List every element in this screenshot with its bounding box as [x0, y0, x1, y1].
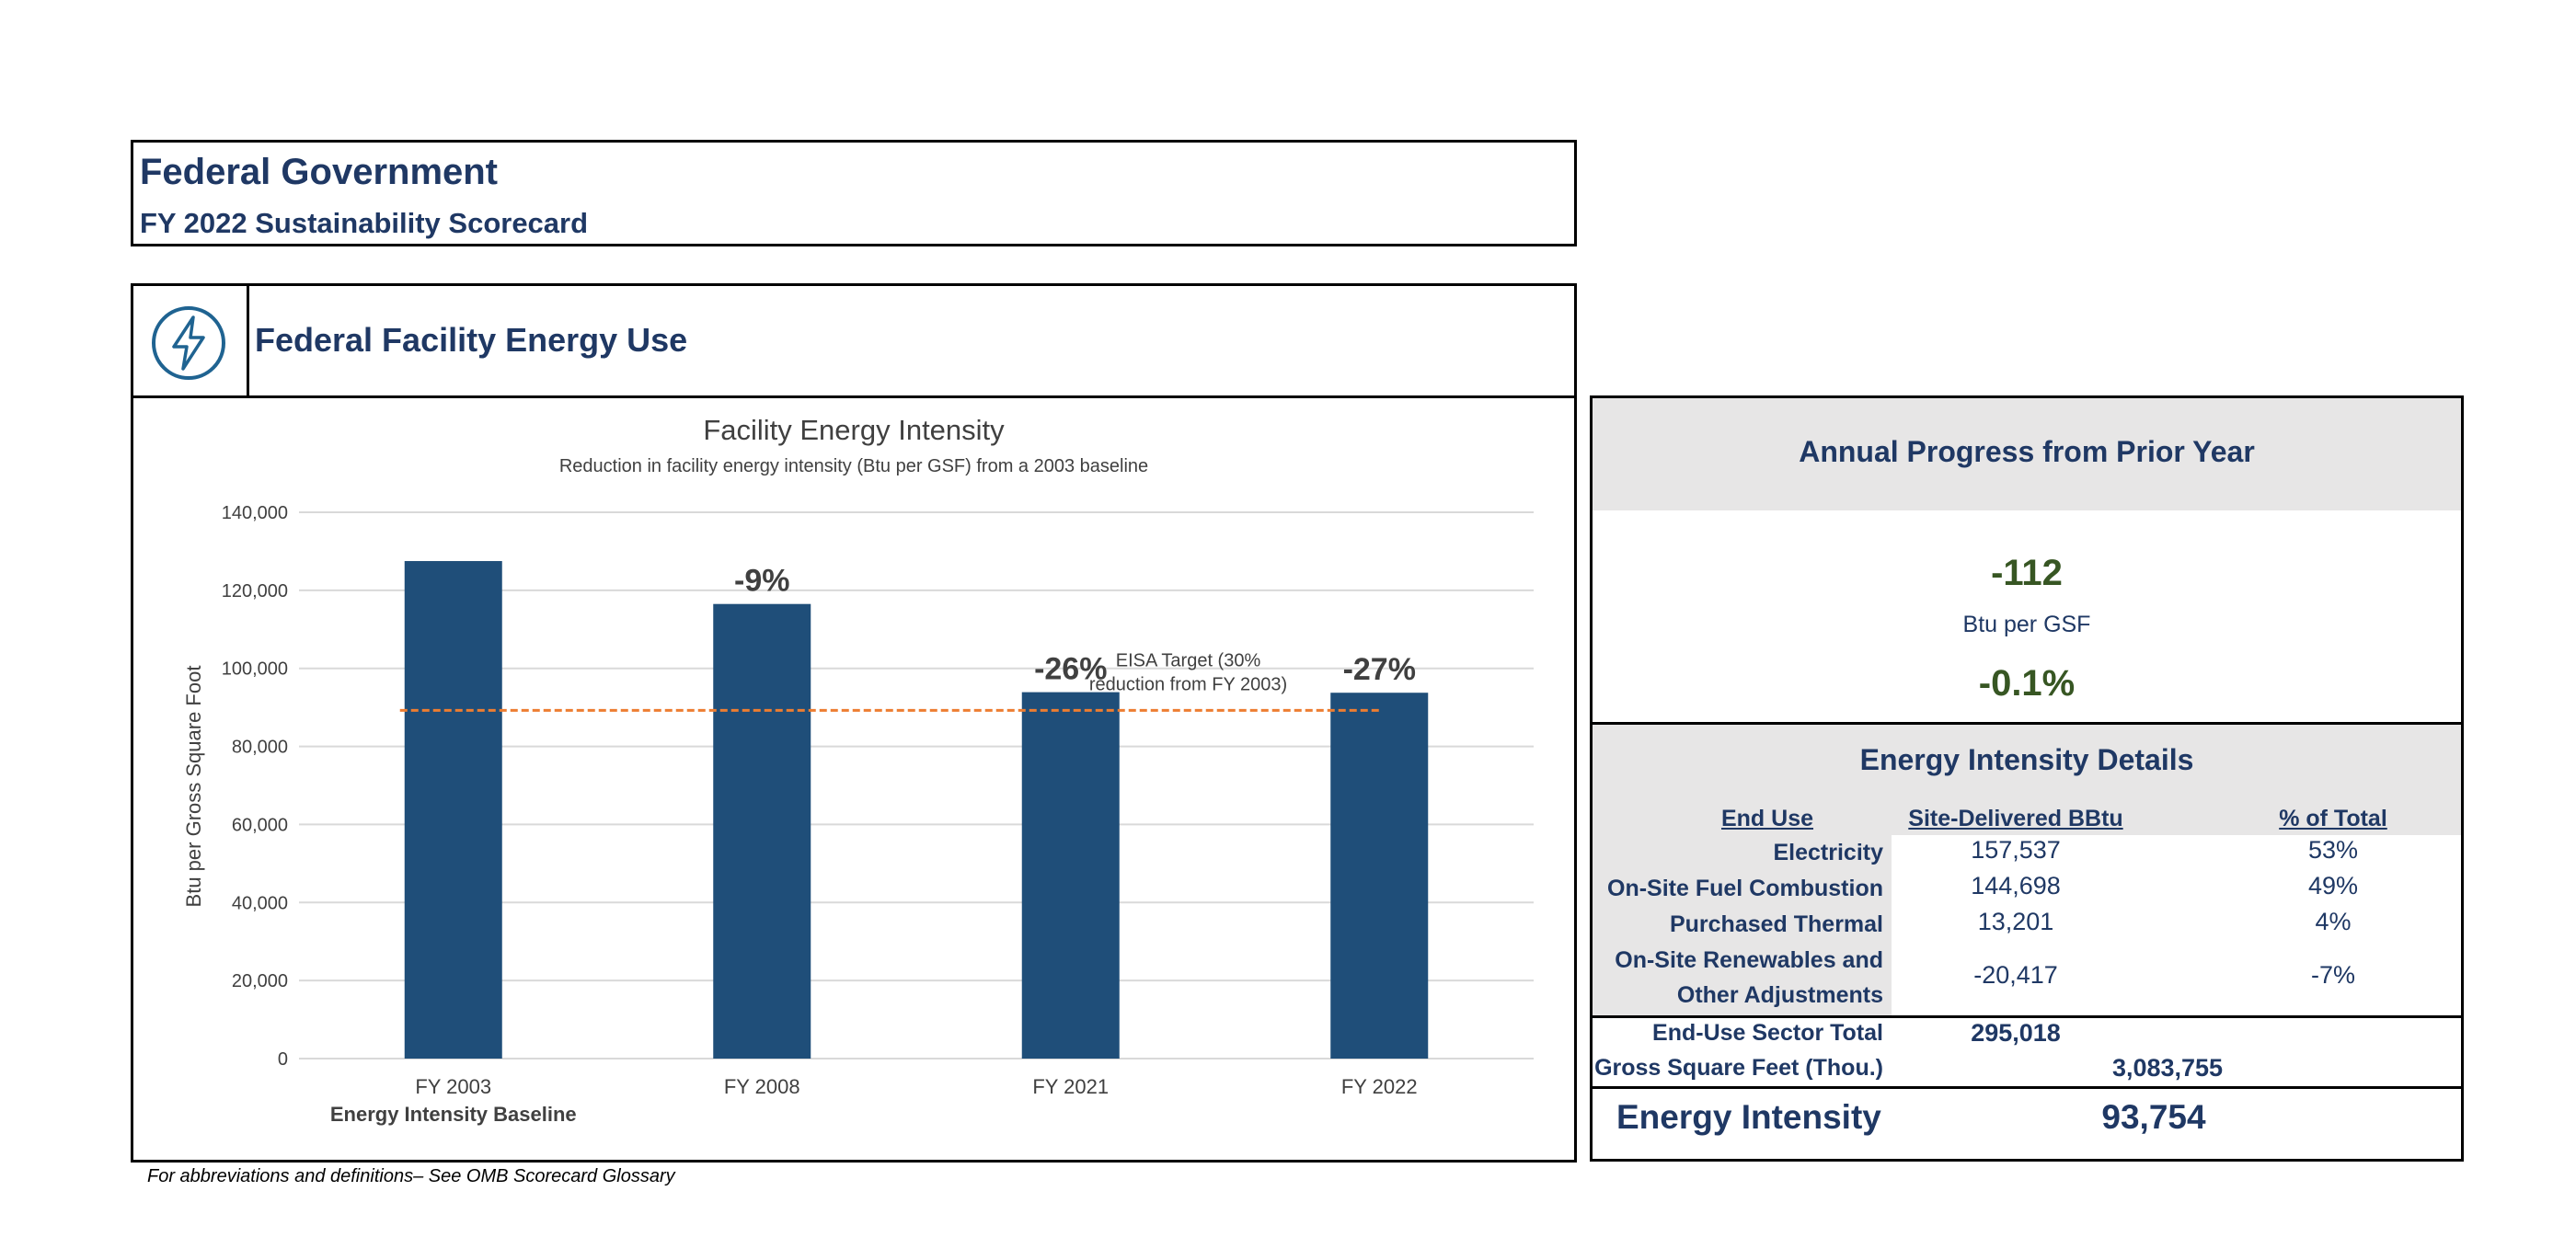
- gsf-value: 3,083,755: [2111, 1054, 2224, 1082]
- annual-progress-panel: Annual Progress from Prior Year -112 Btu…: [1590, 395, 2464, 725]
- x-tick-label: FY 2021: [1032, 1075, 1109, 1098]
- bar: [404, 561, 502, 1059]
- progress-header: Annual Progress from Prior Year: [1593, 398, 2461, 510]
- details-title: Energy Intensity Details: [1859, 743, 2194, 776]
- bar: [713, 603, 811, 1059]
- chart-subtitle: Reduction in facility energy intensity (…: [559, 456, 1148, 476]
- y-tick-label: 40,000: [232, 893, 288, 913]
- chart-gridlines: [299, 511, 1534, 1060]
- y-tick-label: 120,000: [222, 581, 288, 601]
- details-label-column: [1593, 835, 1892, 1017]
- row-pct-purchased-thermal: 4%: [2315, 908, 2352, 935]
- header-title: Federal Government: [140, 152, 499, 192]
- footnote: For abbreviations and definitions– See O…: [147, 1166, 675, 1186]
- row-label-renewables-line1: On-Site Renewables and: [1615, 947, 1883, 973]
- col-head-site-delivered: Site-Delivered BBtu: [1908, 806, 2123, 831]
- progress-unit: Btu per GSF: [1962, 612, 2091, 637]
- chart-bars: -9% -26% -27%: [404, 561, 1429, 1059]
- energy-intensity-details-panel: Energy Intensity Details End Use Site-De…: [1590, 722, 2464, 1162]
- details-divider: [1593, 1015, 2461, 1018]
- row-value-electricity: 157,537: [1971, 836, 2061, 864]
- progress-title: Annual Progress from Prior Year: [1799, 435, 2255, 468]
- row-label-fuel-combustion: On-Site Fuel Combustion: [1607, 876, 1883, 901]
- col-head-pct-total: % of Total: [2279, 806, 2387, 831]
- section-icon-cell: [133, 286, 249, 396]
- total-label: End-Use Sector Total: [1652, 1020, 1883, 1046]
- scorecard-header: Federal Government FY 2022 Sustainabilit…: [131, 140, 1577, 246]
- y-tick-label: 0: [278, 1049, 288, 1070]
- row-pct-renewables: -7%: [2310, 961, 2355, 989]
- progress-percent: -0.1%: [1978, 663, 2076, 704]
- bar-data-label: -27%: [1343, 652, 1416, 687]
- y-tick-label: 100,000: [222, 659, 288, 680]
- row-pct-electricity: 53%: [2307, 836, 2359, 864]
- energy-intensity-label: Energy Intensity: [1616, 1098, 1881, 1136]
- bar: [1330, 693, 1429, 1059]
- section-title: Federal Facility Energy Use: [255, 321, 688, 359]
- row-value-fuel-combustion: 144,698: [1971, 872, 2061, 899]
- lightning-bolt-icon: [152, 306, 225, 380]
- y-tick-label: 80,000: [232, 738, 288, 758]
- bar-data-label: -9%: [734, 564, 789, 599]
- x-tick-label: FY 2008: [724, 1075, 800, 1098]
- col-head-end-use: End Use: [1720, 806, 1814, 831]
- x-tick-label: FY 2003: [415, 1075, 491, 1098]
- bar-data-label: -26%: [1034, 652, 1107, 687]
- bar: [1021, 692, 1120, 1059]
- row-value-purchased-thermal: 13,201: [1977, 908, 2054, 935]
- target-label-line2: reduction from FY 2003): [1089, 674, 1287, 694]
- energy-intensity-divider: [1593, 1086, 2461, 1089]
- section-header: Federal Facility Energy Use: [133, 286, 1574, 398]
- x-tick-label: FY 2022: [1341, 1075, 1418, 1098]
- target-line-group: EISA Target (30% reduction from FY 2003): [399, 650, 1382, 712]
- row-label-renewables-line2: Other Adjustments: [1676, 982, 1883, 1008]
- y-axis-label: Btu per Gross Square Foot: [182, 666, 205, 908]
- y-tick-label: 20,000: [232, 971, 288, 991]
- gsf-label: Gross Square Feet (Thou.): [1594, 1055, 1883, 1081]
- target-label-line1: EISA Target (30%: [1116, 650, 1261, 670]
- y-tick-label: 140,000: [222, 503, 288, 523]
- energy-intensity-chart: Facility Energy Intensity Reduction in f…: [182, 414, 1534, 1126]
- row-label-purchased-thermal: Purchased Thermal: [1669, 911, 1883, 937]
- progress-value: -112: [1991, 553, 2063, 593]
- row-value-renewables: -20,417: [1973, 961, 2058, 989]
- y-tick-label: 60,000: [232, 815, 288, 835]
- y-axis-ticks: 0 20,000 40,000 60,000 80,000 100,000 120,000 1…: [222, 503, 288, 1070]
- row-pct-fuel-combustion: 49%: [2307, 872, 2359, 899]
- energy-intensity-value: 93,754: [2101, 1098, 2206, 1136]
- header-subtitle: FY 2022 Sustainability Scorecard: [140, 207, 589, 239]
- x-tick-sublabel: Energy Intensity Baseline: [330, 1103, 577, 1126]
- total-value: 295,018: [1971, 1019, 2061, 1047]
- x-axis-labels: FY 2003 Energy Intensity Baseline FY 2008 F…: [330, 1075, 1418, 1126]
- details-header: Energy Intensity Details End Use Site-De…: [1593, 725, 2461, 835]
- chart-title: Facility Energy Intensity: [703, 414, 1005, 446]
- row-label-electricity: Electricity: [1773, 840, 1883, 865]
- energy-use-section: Federal Facility Energy Use Facility Ene…: [131, 283, 1577, 1163]
